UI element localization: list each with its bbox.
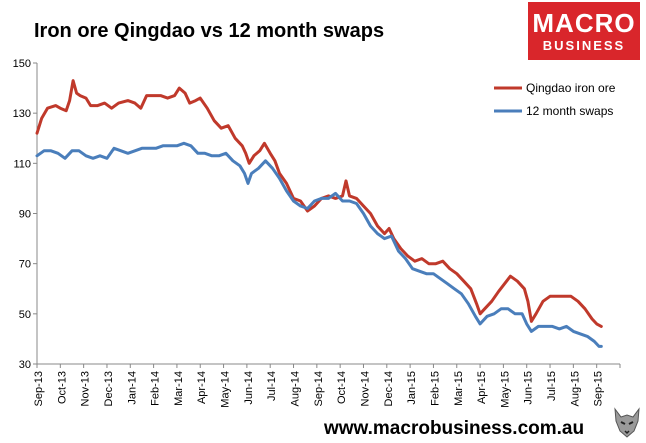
x-tick-label: Sep-15 (593, 371, 605, 406)
x-tick-label: Feb-15 (429, 371, 441, 406)
x-tick-label: Oct-14 (336, 371, 348, 404)
x-tick-label: Apr-15 (476, 371, 488, 404)
x-tick-label: Feb-14 (150, 371, 162, 406)
x-tick-label: May-15 (499, 371, 511, 408)
x-tick-label: Dec-13 (103, 371, 115, 406)
legend-label: Qingdao iron ore (526, 81, 616, 95)
x-tick-label: Jun-15 (523, 371, 535, 405)
x-tick-label: Mar-15 (453, 371, 465, 406)
y-tick-label: 70 (19, 259, 31, 271)
legend-label: 12 month swaps (526, 104, 613, 118)
x-tick-label: Aug-14 (290, 371, 302, 406)
chart-series (35, 79, 603, 348)
x-tick-label: Jan-14 (126, 371, 138, 405)
chart-title: Iron ore Qingdao vs 12 month swaps (34, 20, 385, 42)
x-tick-label: Oct-13 (56, 371, 68, 404)
x-tick-label: Nov-13 (80, 371, 92, 406)
chart-legend: Qingdao iron ore 12 month swaps (494, 81, 616, 118)
y-tick-label: 110 (13, 158, 31, 170)
x-tick-label: Aug-15 (569, 371, 581, 406)
x-tick-label: Jan-15 (406, 371, 418, 405)
x-tick-label: Dec-14 (383, 371, 395, 406)
y-tick-label: 130 (13, 108, 31, 120)
x-tick-label: May-14 (220, 371, 232, 408)
x-tick-label: Nov-14 (359, 371, 371, 406)
x-tick-label: Apr-14 (196, 371, 208, 404)
x-tick-label: Sep-14 (313, 371, 325, 406)
x-tick-label: Jun-14 (243, 371, 255, 405)
chart-axes: 30 50 70 90 110 130 150 Sep-13 Oct-13 Nov-13 Dec-1… (13, 58, 621, 408)
macrobusiness-logo: MACRO BUSINESS (528, 2, 640, 60)
website-url: www.macrobusiness.com.au (324, 418, 585, 439)
swaps-12-month-line (35, 141, 603, 348)
x-tick-label: Mar-14 (173, 371, 185, 406)
wolf-mascot-icon (614, 407, 640, 438)
y-tick-label: 150 (13, 58, 31, 70)
x-tick-label: Sep-13 (33, 371, 45, 406)
x-tick-label: Jul-14 (266, 371, 278, 401)
logo-line-2: BUSINESS (542, 38, 626, 53)
qingdao-iron-ore-line (35, 79, 603, 328)
x-tick-label: Jul-15 (546, 371, 558, 401)
y-tick-label: 30 (19, 359, 31, 371)
y-tick-label: 90 (19, 209, 31, 221)
logo-line-1: MACRO (532, 8, 636, 38)
y-tick-label: 50 (19, 309, 31, 321)
